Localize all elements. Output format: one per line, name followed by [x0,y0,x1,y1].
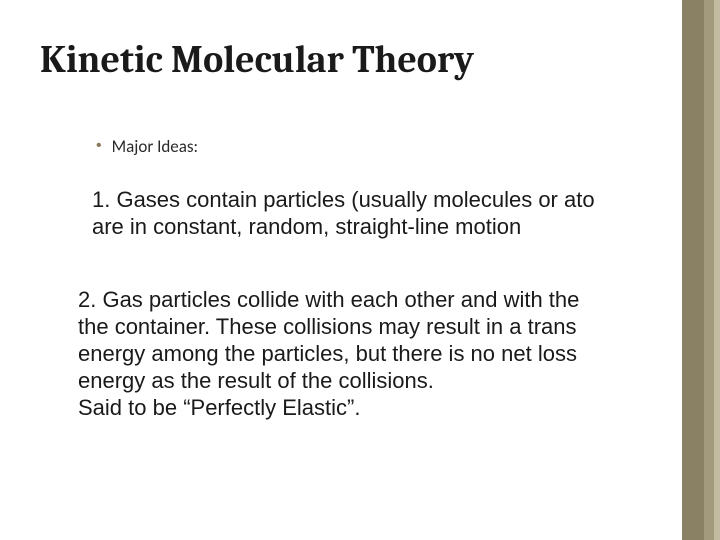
point-1-line: are in constant, random, straight-line m… [92,213,595,240]
point-2-line: 2. Gas particles collide with each other… [78,286,579,313]
stripe-band-2 [704,0,714,540]
point-2-line: energy among the particles, but there is… [78,340,579,367]
point-1: 1. Gases contain particles (usually mole… [92,186,595,240]
point-2-line: Said to be “Perfectly Elastic”. [78,394,579,421]
point-1-line: 1. Gases contain particles (usually mole… [92,186,595,213]
bullet-icon: • [96,138,102,154]
stripe-band-1 [682,0,704,540]
major-ideas-bullet: • Major Ideas: [96,136,198,157]
point-2: 2. Gas particles collide with each other… [78,286,579,421]
major-ideas-label: Major Ideas: [112,136,199,157]
slide-title: Kinetic Molecular Theory [40,38,474,82]
point-2-line: energy as the result of the collisions. [78,367,579,394]
stripe-band-3 [714,0,720,540]
point-2-line: the container. These collisions may resu… [78,313,579,340]
